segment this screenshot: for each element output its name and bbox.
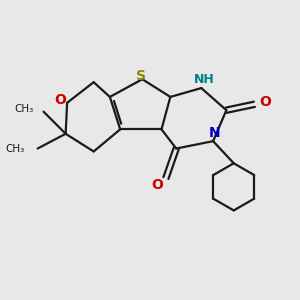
Text: S: S <box>136 69 146 83</box>
Text: O: O <box>54 93 66 107</box>
Text: N: N <box>209 126 220 140</box>
Text: O: O <box>259 95 271 109</box>
Text: CH₃: CH₃ <box>14 104 33 114</box>
Text: O: O <box>151 178 163 192</box>
Text: CH₃: CH₃ <box>5 143 24 154</box>
Text: NH: NH <box>194 73 214 86</box>
